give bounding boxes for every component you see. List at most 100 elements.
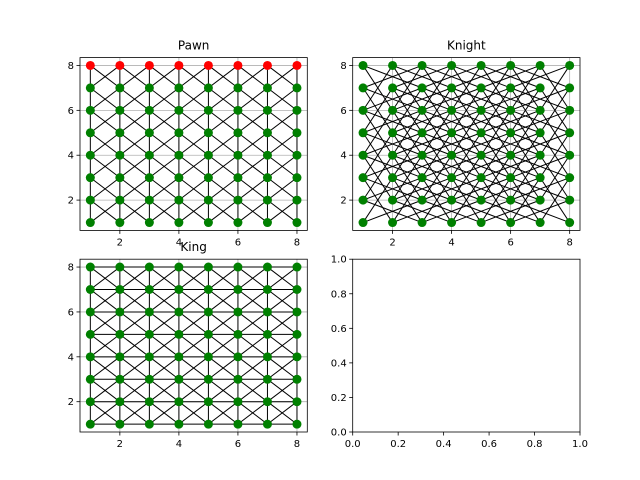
node: [535, 195, 545, 205]
node: [358, 150, 368, 160]
node: [262, 329, 272, 339]
edge: [208, 266, 239, 290]
node: [233, 419, 243, 429]
node: [292, 284, 302, 294]
edge: [362, 87, 423, 111]
node: [262, 218, 272, 228]
node: [292, 262, 302, 272]
node: [292, 374, 302, 384]
edge: [392, 177, 423, 223]
subplot-title: Knight: [447, 39, 486, 53]
node: [115, 284, 125, 294]
edge: [178, 132, 209, 156]
node: [203, 374, 213, 384]
edge: [421, 64, 482, 89]
node: [535, 83, 545, 93]
edge: [510, 64, 570, 89]
node: [388, 173, 398, 183]
edge: [178, 289, 209, 313]
node: [115, 83, 125, 93]
edge: [208, 378, 239, 403]
edge: [392, 132, 423, 178]
node: [506, 83, 516, 93]
y-tick-label: 4: [68, 352, 74, 363]
node: [174, 195, 184, 205]
node: [144, 284, 154, 294]
node: [85, 150, 95, 160]
edge: [451, 110, 482, 156]
edge: [237, 289, 268, 313]
axes-frame: [79, 57, 308, 231]
edge: [510, 177, 570, 201]
edge: [392, 109, 452, 134]
edge: [539, 87, 571, 134]
y-tick-label: 8: [340, 61, 346, 72]
subplot-pawn: 2 4 6 8 2 4 6 8 Pawn: [68, 39, 308, 248]
edge: [421, 154, 453, 201]
edge: [451, 154, 511, 179]
edge: [90, 132, 121, 156]
node: [262, 195, 272, 205]
edge: [149, 289, 180, 313]
nodes-pawn: [85, 60, 302, 228]
node: [115, 262, 125, 272]
node: [565, 105, 575, 115]
edge: [119, 109, 150, 134]
edge: [267, 87, 298, 111]
node: [262, 307, 272, 317]
node: [233, 218, 243, 228]
node: [233, 329, 243, 339]
node: [85, 329, 95, 339]
node: [85, 352, 95, 362]
node: [535, 60, 545, 70]
node: [262, 419, 272, 429]
edge: [178, 311, 209, 335]
node: [447, 105, 457, 115]
edge: [510, 87, 541, 134]
nodes-king: [85, 262, 302, 429]
edge: [90, 356, 121, 380]
edge: [237, 65, 268, 89]
edge: [178, 401, 209, 425]
edge: [392, 87, 452, 111]
x-tick-label: 2: [117, 439, 123, 450]
node: [85, 195, 95, 205]
node: [144, 307, 154, 317]
node: [417, 173, 427, 183]
node: [292, 150, 302, 160]
edge: [119, 356, 150, 380]
x-tick-label: 8: [566, 237, 572, 248]
node: [233, 374, 243, 384]
node: [262, 128, 272, 138]
edge: [480, 132, 541, 156]
edge: [480, 87, 512, 134]
node: [115, 218, 125, 228]
edge: [90, 266, 121, 290]
node-highlight: [233, 60, 243, 70]
node: [144, 218, 154, 228]
node: [203, 329, 213, 339]
edge: [178, 177, 209, 201]
y-tick-label: 2: [340, 196, 346, 207]
node: [447, 128, 457, 138]
edge: [119, 401, 150, 425]
node: [506, 218, 516, 228]
node: [292, 195, 302, 205]
node: [203, 83, 213, 93]
edge: [362, 109, 423, 134]
node: [85, 128, 95, 138]
node: [565, 83, 575, 93]
edge: [510, 109, 570, 134]
node: [203, 173, 213, 183]
y-tick-label: 0.4: [331, 358, 347, 369]
edge: [237, 109, 268, 134]
node: [144, 419, 154, 429]
node: [203, 105, 213, 115]
node: [85, 173, 95, 183]
node: [417, 150, 427, 160]
axes-frame: [352, 258, 581, 433]
node: [115, 150, 125, 160]
node: [447, 150, 457, 160]
edge: [362, 177, 423, 201]
edge: [237, 154, 268, 179]
